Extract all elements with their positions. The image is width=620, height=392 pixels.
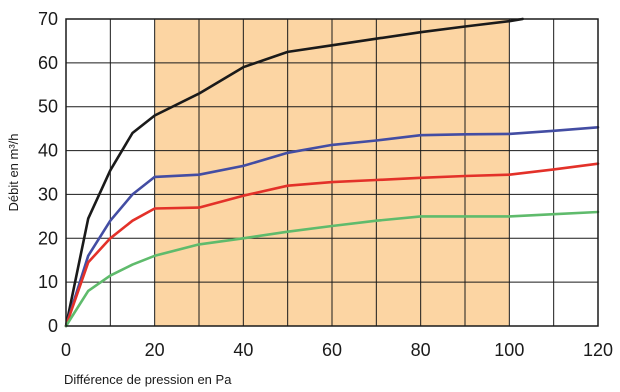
x-axis-title: Différence de pression en Pa — [64, 372, 232, 387]
y-tick-label: 20 — [38, 228, 58, 248]
y-tick-label: 40 — [38, 141, 58, 161]
series-line-1 — [64, 17, 524, 328]
y-tick-label: 70 — [38, 9, 58, 29]
series-line-2 — [64, 126, 600, 328]
x-tick-label: 60 — [322, 340, 342, 360]
y-tick-label: 10 — [38, 272, 58, 292]
y-tick-label: 50 — [38, 97, 58, 117]
y-tick-label: 30 — [38, 184, 58, 204]
x-tick-label: 100 — [494, 340, 524, 360]
x-tick-label: 40 — [233, 340, 253, 360]
y-tick-label: 0 — [48, 316, 58, 336]
y-axis-title: Débit en m³/h — [6, 133, 21, 211]
x-tick-label: 120 — [583, 340, 613, 360]
x-tick-label: 80 — [411, 340, 431, 360]
series-line-4 — [64, 210, 600, 328]
x-tick-label: 20 — [145, 340, 165, 360]
series-line-3 — [64, 162, 600, 328]
y-tick-label: 60 — [38, 53, 58, 73]
plot-frame — [65, 18, 599, 327]
x-tick-label: 0 — [61, 340, 71, 360]
